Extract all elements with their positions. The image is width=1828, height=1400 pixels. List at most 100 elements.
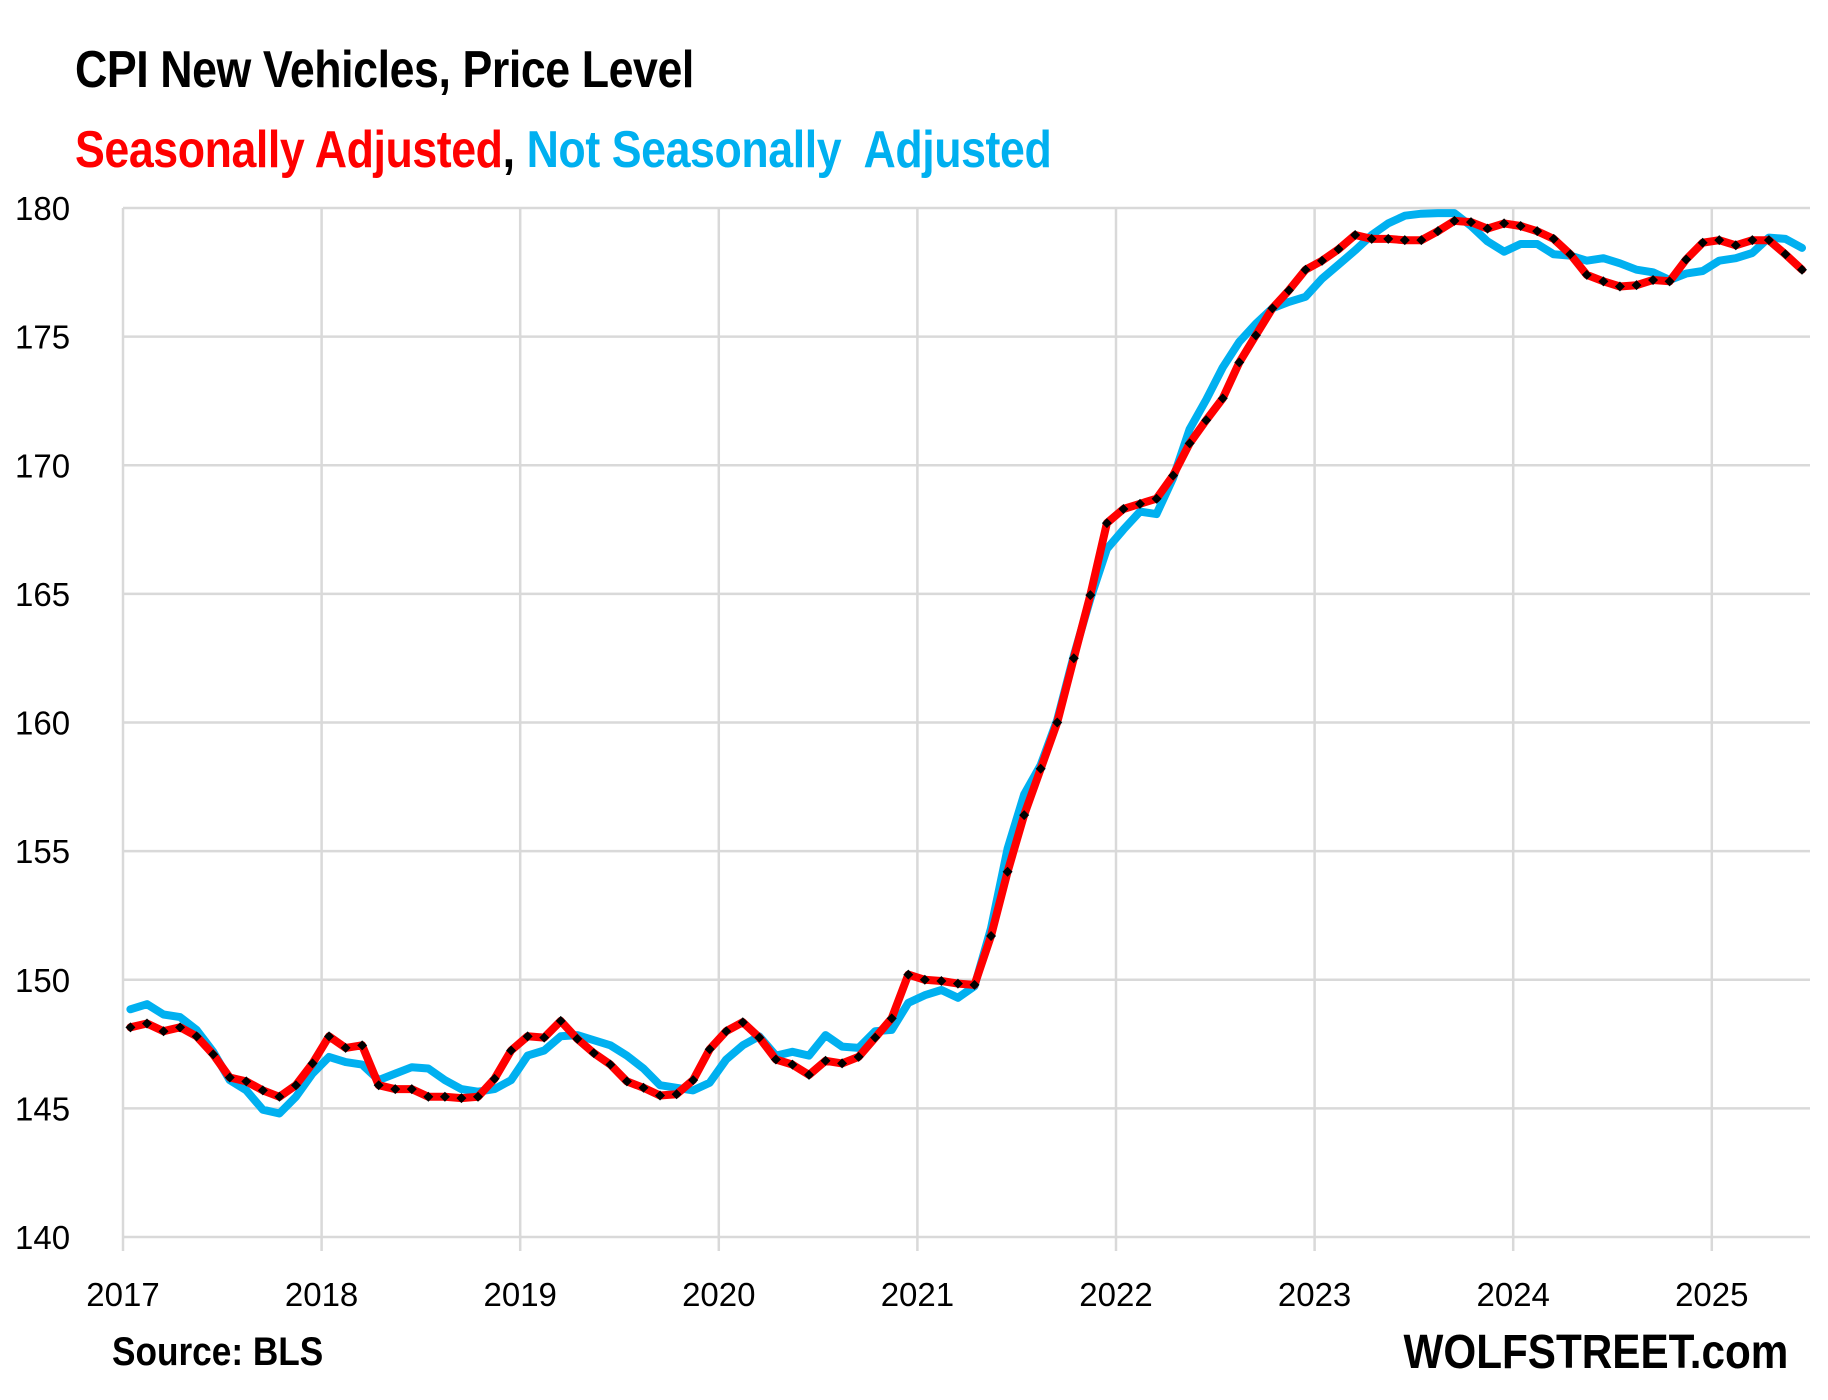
x-tick-label: 2024	[1476, 1276, 1549, 1313]
data-point-marker	[555, 1015, 566, 1026]
data-point-marker	[357, 1040, 368, 1051]
data-point-marker	[1035, 763, 1046, 774]
data-point-marker	[241, 1076, 252, 1087]
x-tick-label: 2019	[483, 1276, 556, 1313]
x-axis-labels: 2017 2018 2019 2020 2021 2022 2023 2024 2025	[86, 1276, 1748, 1313]
data-point-marker	[539, 1032, 550, 1043]
data-point-marker	[1598, 276, 1609, 287]
data-point-marker	[224, 1072, 235, 1083]
data-point-marker	[1648, 275, 1659, 286]
data-point-marker	[1548, 233, 1559, 244]
data-point-marker	[1532, 226, 1543, 237]
x-tick-label: 2021	[881, 1276, 954, 1313]
data-point-marker	[1118, 503, 1129, 514]
data-point-marker	[1449, 215, 1460, 226]
series-line	[126, 216, 1806, 1103]
data-point-marker	[141, 1018, 152, 1029]
data-point-marker	[423, 1091, 434, 1102]
data-point-marker	[1168, 470, 1179, 481]
data-point-marker	[1614, 281, 1625, 292]
data-point-marker	[919, 974, 930, 985]
data-point-marker	[290, 1080, 301, 1091]
data-point-marker	[655, 1090, 666, 1101]
data-point-marker	[1283, 285, 1294, 296]
y-axis-labels: 140 145 150 155 160 165 170 175 180	[15, 190, 70, 1256]
data-point-marker	[1068, 653, 1079, 664]
data-point-marker	[770, 1054, 781, 1065]
data-point-marker	[1217, 393, 1228, 404]
data-point-marker	[1565, 249, 1576, 260]
data-point-marker	[1515, 221, 1526, 232]
data-point-marker	[1416, 235, 1427, 246]
data-point-marker	[903, 969, 914, 980]
data-point-marker	[952, 978, 963, 989]
data-point-marker	[671, 1089, 682, 1100]
data-point-marker	[1250, 330, 1261, 341]
data-point-marker	[1780, 249, 1791, 260]
x-tick-label: 2022	[1079, 1276, 1152, 1313]
data-point-marker	[572, 1033, 583, 1044]
series-line	[126, 209, 1806, 1118]
data-point-marker	[886, 1013, 897, 1024]
data-point-marker	[522, 1031, 533, 1042]
legend-label-not-seasonally-adjusted: Not Seasonally Adjusted	[526, 121, 1052, 179]
data-point-marker	[1201, 415, 1212, 426]
data-point-marker	[257, 1085, 268, 1096]
data-point-marker	[1581, 269, 1592, 280]
data-point-marker	[1631, 280, 1642, 291]
data-point-marker	[638, 1082, 649, 1093]
x-tick-label: 2020	[682, 1276, 755, 1313]
data-point-marker	[406, 1084, 417, 1095]
data-point-marker	[340, 1042, 351, 1053]
data-point-marker	[936, 976, 947, 987]
data-point-marker	[803, 1069, 814, 1080]
data-point-marker	[1317, 255, 1328, 266]
y-tick-label: 150	[15, 962, 70, 999]
data-point-marker	[986, 931, 997, 942]
data-point-marker	[605, 1059, 616, 1070]
data-point-marker	[1763, 235, 1774, 246]
data-point-marker	[373, 1080, 384, 1091]
data-point-marker	[1052, 717, 1063, 728]
data-point-marker	[688, 1075, 699, 1086]
series-layer	[125, 209, 1807, 1118]
data-point-marker	[324, 1031, 335, 1042]
x-tick-label: 2017	[86, 1276, 159, 1313]
data-point-marker	[307, 1058, 318, 1069]
series-not-seasonally-adjusted	[126, 209, 1806, 1118]
data-point-marker	[1399, 235, 1410, 246]
data-point-marker	[621, 1076, 632, 1087]
x-tick-label: 2018	[285, 1276, 358, 1313]
data-point-marker	[472, 1091, 483, 1102]
data-point-marker	[1383, 233, 1394, 244]
data-point-marker	[754, 1032, 765, 1043]
y-tick-label: 160	[15, 705, 70, 742]
data-point-marker	[506, 1045, 517, 1056]
data-point-marker	[870, 1032, 881, 1043]
data-point-marker	[1300, 264, 1311, 275]
data-point-marker	[274, 1091, 285, 1102]
brand-watermark: WOLFSTREET.com	[1403, 1326, 1788, 1379]
subtitle-separator: ,	[502, 121, 515, 179]
data-point-marker	[1482, 223, 1493, 234]
data-point-marker	[1019, 810, 1030, 821]
data-point-marker	[1664, 276, 1675, 287]
data-point-marker	[456, 1093, 467, 1104]
data-point-marker	[721, 1026, 732, 1037]
data-point-marker	[1499, 218, 1510, 229]
data-point-marker	[1697, 237, 1708, 248]
data-point-marker	[1184, 438, 1195, 449]
data-point-marker	[191, 1031, 202, 1042]
data-point-marker	[737, 1017, 748, 1028]
data-point-marker	[1465, 217, 1476, 228]
y-tick-label: 165	[15, 576, 70, 613]
data-point-marker	[820, 1055, 831, 1066]
data-point-marker	[1714, 235, 1725, 246]
data-point-marker	[208, 1049, 219, 1060]
data-point-marker	[787, 1059, 798, 1070]
data-point-marker	[1267, 303, 1278, 314]
data-point-marker	[125, 1022, 136, 1033]
y-tick-label: 175	[15, 319, 70, 356]
data-point-marker	[1002, 866, 1013, 877]
